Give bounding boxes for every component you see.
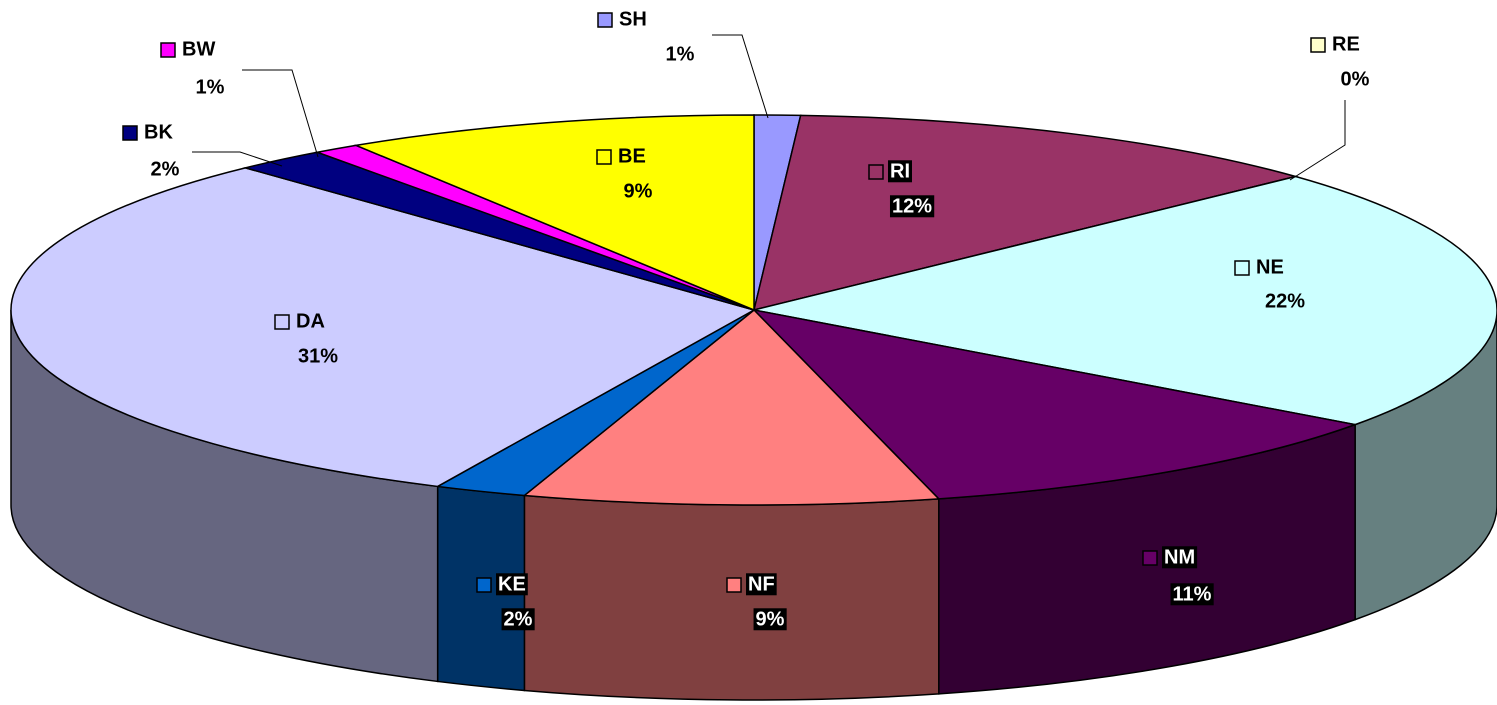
label-key (596, 149, 612, 165)
data-label: SH 1% (597, 8, 695, 65)
data-label: NE 22% (1234, 256, 1305, 312)
label-name: NM (1164, 546, 1195, 568)
data-label: BW 1% (160, 38, 225, 98)
label-key (274, 314, 290, 330)
label-name: SH (619, 8, 647, 30)
label-name: DA (296, 310, 325, 332)
label-name: BW (182, 38, 215, 60)
data-label: RE 0% (1310, 33, 1370, 90)
label-value: 2% (504, 608, 533, 630)
label-value: 1% (196, 76, 225, 98)
label-key (476, 577, 492, 593)
pie-slice (753, 175, 1497, 426)
pie-slice (522, 308, 941, 506)
label-box (746, 573, 777, 596)
label-value: 2% (151, 158, 180, 180)
label-name: RE (1332, 33, 1360, 55)
data-label: BK 2% (122, 121, 180, 180)
data-label: RI 12% (868, 160, 935, 218)
leader-line (712, 34, 769, 119)
label-value: 0% (1341, 68, 1370, 90)
label-key (1142, 550, 1158, 566)
label-box (888, 160, 912, 183)
leader-line (1289, 100, 1346, 181)
data-label: NM 11% (1142, 546, 1214, 606)
label-name: NE (1256, 256, 1284, 278)
label-value: 9% (756, 608, 785, 630)
data-label: DA 31% (274, 310, 338, 367)
label-box (1162, 546, 1198, 569)
label-key (1310, 37, 1326, 53)
pie-side (523, 494, 940, 701)
label-box (501, 608, 535, 631)
leader-line (242, 69, 319, 158)
data-label: NF 9% (726, 573, 787, 631)
label-key (1234, 260, 1250, 276)
data-label: BE 9% (596, 145, 653, 202)
pie-slice (751, 308, 1358, 500)
label-name: BE (618, 145, 646, 167)
data-label: KE 2% (476, 573, 535, 631)
label-box (753, 608, 787, 631)
label-name: RI (890, 160, 910, 182)
label-value: 22% (1265, 290, 1305, 312)
label-key (160, 42, 176, 58)
label-name: BK (144, 121, 173, 143)
label-box (1170, 583, 1214, 606)
label-value: 11% (1173, 583, 1212, 605)
label-value: 9% (624, 180, 653, 202)
label-key (597, 12, 613, 28)
label-key (868, 164, 884, 180)
label-name: NF (748, 573, 775, 595)
pie-slice (10, 167, 756, 488)
leader-line (192, 151, 283, 167)
label-name: KE (498, 573, 526, 595)
label-box (496, 573, 528, 596)
label-key (122, 125, 138, 141)
pie-slice (353, 114, 755, 312)
label-value: 12% (892, 195, 932, 217)
label-value: 31% (298, 345, 338, 367)
label-value: 1% (666, 43, 695, 65)
label-key (726, 577, 742, 593)
label-box (889, 195, 935, 218)
